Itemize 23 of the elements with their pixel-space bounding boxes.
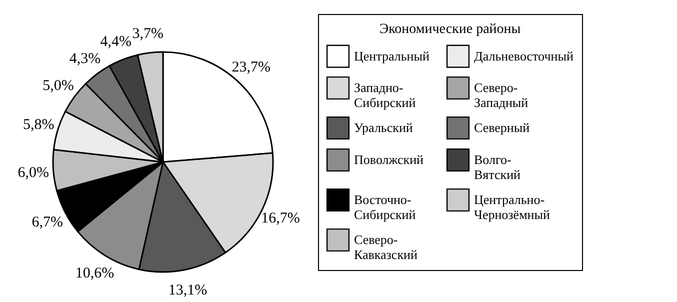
legend-title: Экономические районы (379, 22, 522, 37)
data-label: 23,7% (232, 59, 270, 76)
legend-label: Центрально-Чернозёмный (474, 192, 550, 222)
legend-label: Дальневосточный (474, 48, 574, 64)
data-label: 16,7% (261, 210, 300, 227)
legend-label: Западно-Сибирский (354, 80, 416, 110)
legend-label: Северо-Западный (474, 80, 528, 110)
legend-label: Восточно-Сибирский (354, 192, 416, 222)
legend-label: Волго-Вятский (474, 152, 521, 182)
data-label: 6,0% (18, 164, 49, 181)
legend-label: Центральный (354, 48, 430, 64)
legend-label: Поволжский (354, 152, 424, 167)
data-label: 3,7% (132, 26, 164, 42)
data-label: 5,8% (23, 117, 54, 134)
legend-label: Уральский (354, 120, 413, 135)
data-label: 6,7% (32, 214, 63, 230)
legend-label: Северный (474, 120, 530, 135)
data-label: 10,6% (75, 266, 114, 282)
data-label: 4,4% (100, 34, 132, 50)
data-label: 5,0% (42, 78, 74, 94)
data-label: 4,3% (69, 51, 101, 68)
data-label: 13,1% (168, 282, 208, 299)
legend-label: Северо-Кавказский (354, 232, 418, 262)
